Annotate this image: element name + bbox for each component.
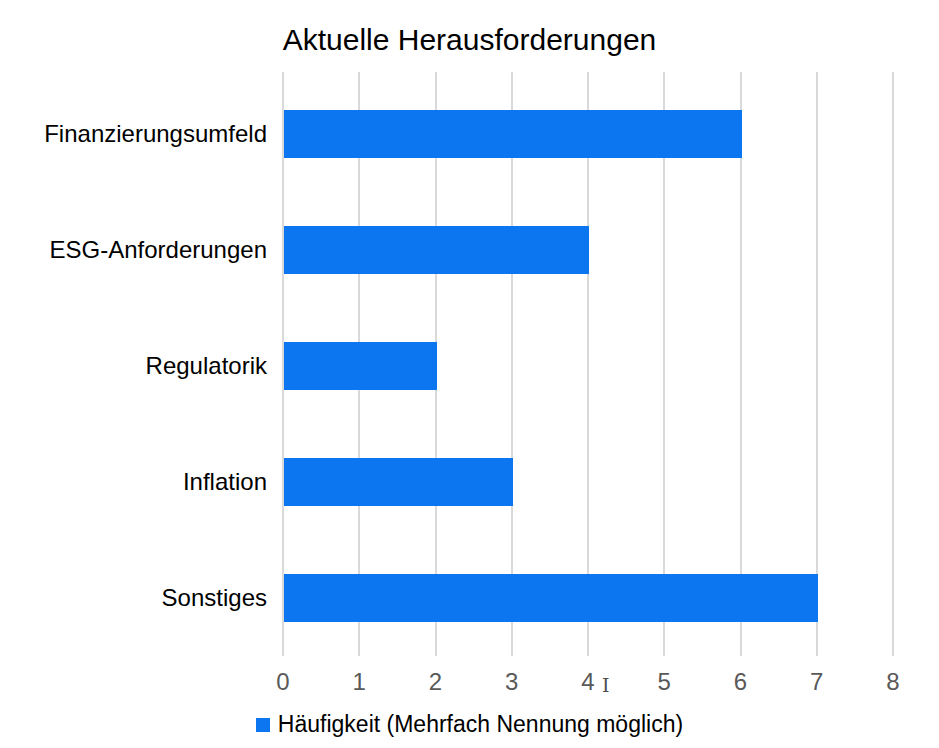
text-cursor-artifact: I <box>602 674 610 696</box>
legend-swatch-icon <box>256 718 270 732</box>
gridline-6 <box>740 72 742 656</box>
category-label-inflation: Inflation <box>0 424 267 540</box>
bar-esg-anforderungen <box>284 226 589 274</box>
x-tick-label-5: 5 <box>658 668 671 696</box>
x-tick-label-6: 6 <box>734 668 747 696</box>
bar-inflation <box>284 458 513 506</box>
bar-regulatorik <box>284 342 437 390</box>
x-tick-label-8: 8 <box>886 668 899 696</box>
category-label-finanzierungsumfeld: Finanzierungsumfeld <box>0 76 267 192</box>
category-label-sonstiges: Sonstiges <box>0 540 267 656</box>
gridline-5 <box>663 72 665 656</box>
x-tick-label-3: 3 <box>505 668 518 696</box>
x-tick-label-2: 2 <box>429 668 442 696</box>
gridline-8 <box>892 72 894 656</box>
bar-sonstiges <box>284 574 818 622</box>
x-tick-label-1: 1 <box>353 668 366 696</box>
x-tick-label-4: 4 <box>581 668 594 696</box>
chart-title: Aktuelle Herausforderungen <box>0 22 939 58</box>
category-label-esg-anforderungen: ESG-Anforderungen <box>0 192 267 308</box>
gridline-4 <box>587 72 589 656</box>
category-label-regulatorik: Regulatorik <box>0 308 267 424</box>
legend: Häufigkeit (Mehrfach Nennung möglich) <box>0 711 939 738</box>
bar-finanzierungsumfeld <box>284 110 742 158</box>
gridline-7 <box>816 72 818 656</box>
bar-chart: Aktuelle Herausforderungen 0 1 2 3 4 5 6 7 8 Fina… <box>0 0 939 748</box>
gridline-3 <box>511 72 513 656</box>
legend-label: Häufigkeit (Mehrfach Nennung möglich) <box>278 711 683 738</box>
x-tick-label-7: 7 <box>810 668 823 696</box>
x-tick-label-0: 0 <box>276 668 289 696</box>
